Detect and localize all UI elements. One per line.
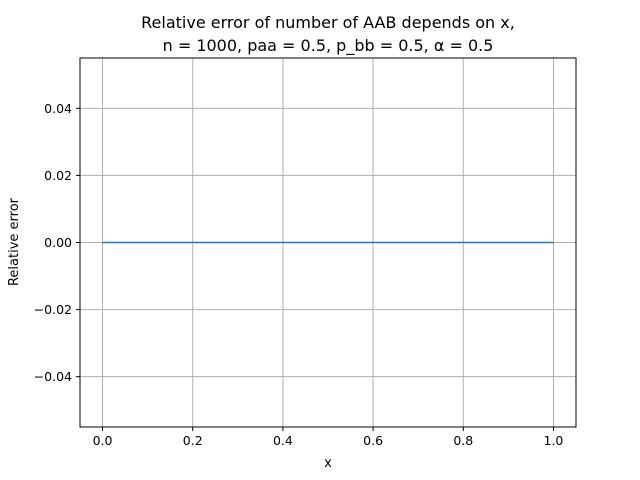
- x-tick-label: 0.0: [93, 433, 113, 448]
- x-tick-label: 0.4: [273, 433, 293, 448]
- x-tick-label: 0.8: [453, 433, 473, 448]
- chart-title-line-1: Relative error of number of AAB depends …: [141, 13, 515, 32]
- y-tick-label: −0.04: [34, 369, 72, 384]
- x-tick-label: 0.6: [363, 433, 383, 448]
- y-tick-label: −0.02: [34, 302, 72, 317]
- x-axis-label: x: [324, 456, 332, 471]
- x-tick-label: 1.0: [544, 433, 564, 448]
- plot-frame: [79, 57, 577, 428]
- y-tick-label: 0.00: [44, 235, 72, 250]
- ticks-layer: 0.0 0.2 0.4 0.6 0.8 1.0 −0.04 −0.02 0.00 0.02 0.04: [34, 101, 564, 448]
- chart-title-line-2: n = 1000, paa = 0.5, p_bb = 0.5, α = 0.5: [163, 36, 494, 56]
- y-axis-label: Relative error: [7, 197, 22, 286]
- y-tick-label: 0.04: [44, 101, 72, 116]
- x-tick-label: 0.2: [183, 433, 203, 448]
- y-tick-label: 0.02: [44, 168, 72, 183]
